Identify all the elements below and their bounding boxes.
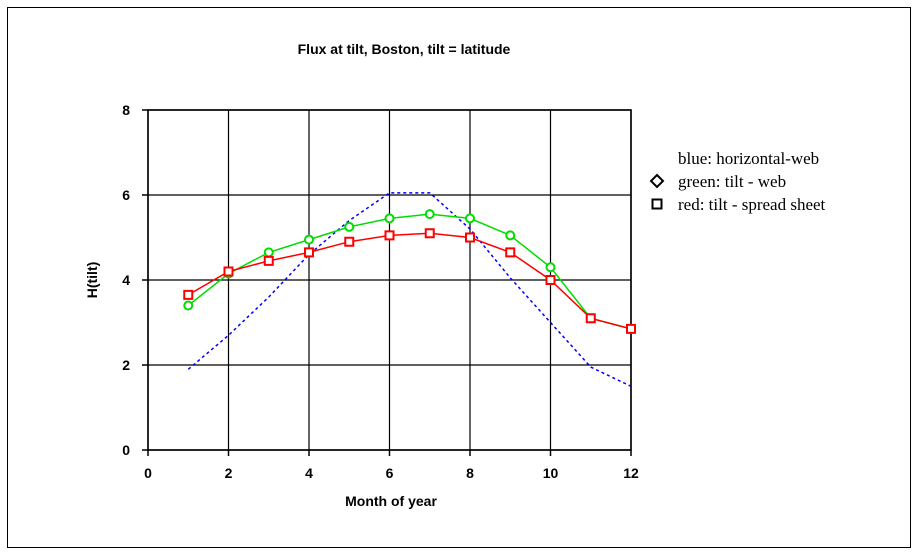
legend-square-icon xyxy=(651,198,663,210)
x-tick-label: 8 xyxy=(466,465,474,481)
data-point-2 xyxy=(505,247,516,258)
x-axis-label: Month of year xyxy=(345,493,437,509)
x-tick-label: 6 xyxy=(386,465,394,481)
y-tick-label: 6 xyxy=(122,187,130,203)
legend: blue: horizontal-web green: tilt - web red… xyxy=(649,149,826,214)
data-point-2 xyxy=(344,236,355,247)
x-tick-label: 0 xyxy=(144,465,152,481)
data-point-1 xyxy=(384,213,395,224)
data-point-2 xyxy=(424,228,435,239)
data-point-2 xyxy=(626,323,636,334)
legend-entry-label: blue: horizontal-web xyxy=(678,149,819,168)
x-tick-label: 2 xyxy=(225,465,233,481)
plot-area: 0 2 4 6 8 10 12 0 2 4 6 8 xyxy=(122,102,639,481)
data-point-1 xyxy=(304,234,314,245)
legend-diamond-icon xyxy=(649,173,665,189)
data-point-1 xyxy=(505,230,516,241)
series-line-0 xyxy=(187,192,632,387)
data-point-1 xyxy=(344,221,355,232)
x-tick-label: 4 xyxy=(305,465,313,481)
series-line-1 xyxy=(187,213,632,330)
data-point-1 xyxy=(424,209,435,220)
x-tick-label: 12 xyxy=(623,465,639,481)
legend-entry-label: red: tilt - spread sheet xyxy=(678,195,826,214)
data-point-2 xyxy=(223,266,234,277)
data-point-1 xyxy=(263,247,274,258)
data-point-2 xyxy=(545,275,556,285)
data-point-2 xyxy=(304,247,314,258)
legend-entry-label: green: tilt - web xyxy=(678,172,786,191)
y-tick-label: 8 xyxy=(122,102,130,118)
data-point-2 xyxy=(585,313,596,324)
x-tick-label: 10 xyxy=(543,465,559,481)
data-point-2 xyxy=(465,232,475,243)
data-point-1 xyxy=(545,262,556,273)
chart-title: Flux at tilt, Boston, tilt = latitude xyxy=(298,41,511,57)
data-point-2 xyxy=(183,289,194,300)
data-point-1 xyxy=(465,213,475,224)
y-tick-label: 0 xyxy=(122,442,130,458)
data-point-1 xyxy=(183,300,194,311)
y-axis-label: H(tilt) xyxy=(84,262,100,299)
y-tick-label: 2 xyxy=(122,357,130,373)
data-point-2 xyxy=(263,255,274,266)
chart-frame xyxy=(7,7,911,548)
y-tick-label: 4 xyxy=(122,272,130,288)
series-line-2 xyxy=(187,232,632,330)
data-point-2 xyxy=(384,230,395,241)
